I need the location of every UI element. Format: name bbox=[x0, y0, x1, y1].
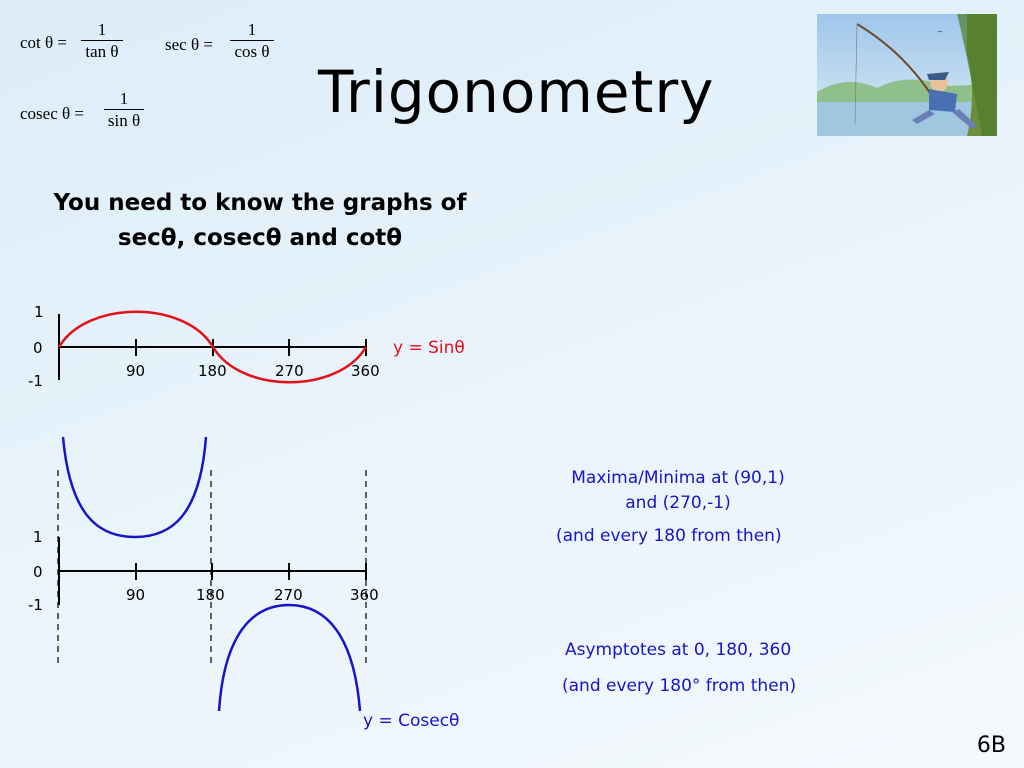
sec-numerator: 1 bbox=[247, 20, 257, 39]
intro-text: You need to know the graphs of secθ, cos… bbox=[30, 186, 490, 256]
asymptotes-note: Asymptotes at 0, 180, 360 bbox=[565, 640, 792, 660]
cosec-xtick-90: 90 bbox=[126, 586, 146, 604]
sine-xtick-90: 90 bbox=[126, 362, 146, 380]
cosec-xtick-180: 180 bbox=[196, 586, 225, 604]
slide-title: Trigonometry bbox=[318, 58, 715, 126]
sine-graph: 1 0 -1 90 180 270 360 y = Sinθ bbox=[0, 290, 500, 400]
cosec-graph: 1 0 -1 90 180 270 360 y = Cosecθ bbox=[0, 425, 500, 745]
intro-line-1: You need to know the graphs of bbox=[53, 190, 467, 216]
cot-denominator: tan θ bbox=[81, 40, 123, 63]
every-180-degrees-note: (and every 180° from then) bbox=[562, 676, 797, 696]
cosec-upper-branch bbox=[61, 436, 208, 539]
cosec-ytick-minus1: -1 bbox=[28, 596, 43, 614]
cot-formula: cot θ = 1 tan θ bbox=[0, 0, 160, 80]
svg-text:~: ~ bbox=[937, 28, 943, 36]
sec-lhs: sec θ = bbox=[165, 35, 213, 54]
sec-denominator: cos θ bbox=[230, 40, 274, 63]
sine-graph-svg bbox=[57, 310, 368, 384]
sine-ytick-0: 0 bbox=[33, 339, 43, 357]
cosec-lhs: cosec θ = bbox=[20, 104, 84, 123]
sec-formula: sec θ = 1 cos θ bbox=[160, 0, 300, 80]
cosec-ytick-0: 0 bbox=[33, 563, 43, 581]
sine-xtick-180: 180 bbox=[198, 362, 227, 380]
sine-xtick-270: 270 bbox=[275, 362, 304, 380]
cosec-ytick-1: 1 bbox=[33, 528, 43, 546]
cosec-lower-branch bbox=[217, 603, 362, 712]
cosec-numerator: 1 bbox=[119, 89, 129, 108]
cot-lhs: cot θ = bbox=[20, 33, 67, 52]
cosec-graph-svg bbox=[57, 436, 367, 712]
sine-ytick-1: 1 bbox=[34, 303, 44, 321]
cosec-xtick-360: 360 bbox=[350, 586, 379, 604]
cot-fraction: 1 tan θ bbox=[78, 20, 126, 63]
slide-number: 6B bbox=[976, 733, 1006, 758]
sec-fraction: 1 cos θ bbox=[226, 20, 278, 63]
sine-ytick-minus1: -1 bbox=[28, 372, 43, 390]
every-180-note: (and every 180 from then) bbox=[556, 526, 782, 546]
fisherman-illustration: ~ bbox=[817, 14, 997, 136]
maxima-line-2: and (270,-1) bbox=[625, 493, 731, 513]
sine-label: y = Sinθ bbox=[393, 338, 465, 358]
sine-curve bbox=[57, 310, 368, 384]
cosec-formula: cosec θ = 1 sin θ bbox=[0, 85, 170, 155]
intro-line-2: secθ, cosecθ and cotθ bbox=[117, 225, 403, 251]
cosec-fraction: 1 sin θ bbox=[100, 89, 148, 132]
cosec-xtick-270: 270 bbox=[274, 586, 303, 604]
maxima-note: Maxima/Minima at (90,1) and (270,-1) bbox=[540, 466, 816, 516]
maxima-line-1: Maxima/Minima at (90,1) bbox=[571, 468, 785, 488]
cot-numerator: 1 bbox=[97, 20, 107, 39]
sine-xtick-360: 360 bbox=[351, 362, 380, 380]
cosec-denominator: sin θ bbox=[103, 109, 145, 132]
cosec-label: y = Cosecθ bbox=[363, 711, 460, 731]
